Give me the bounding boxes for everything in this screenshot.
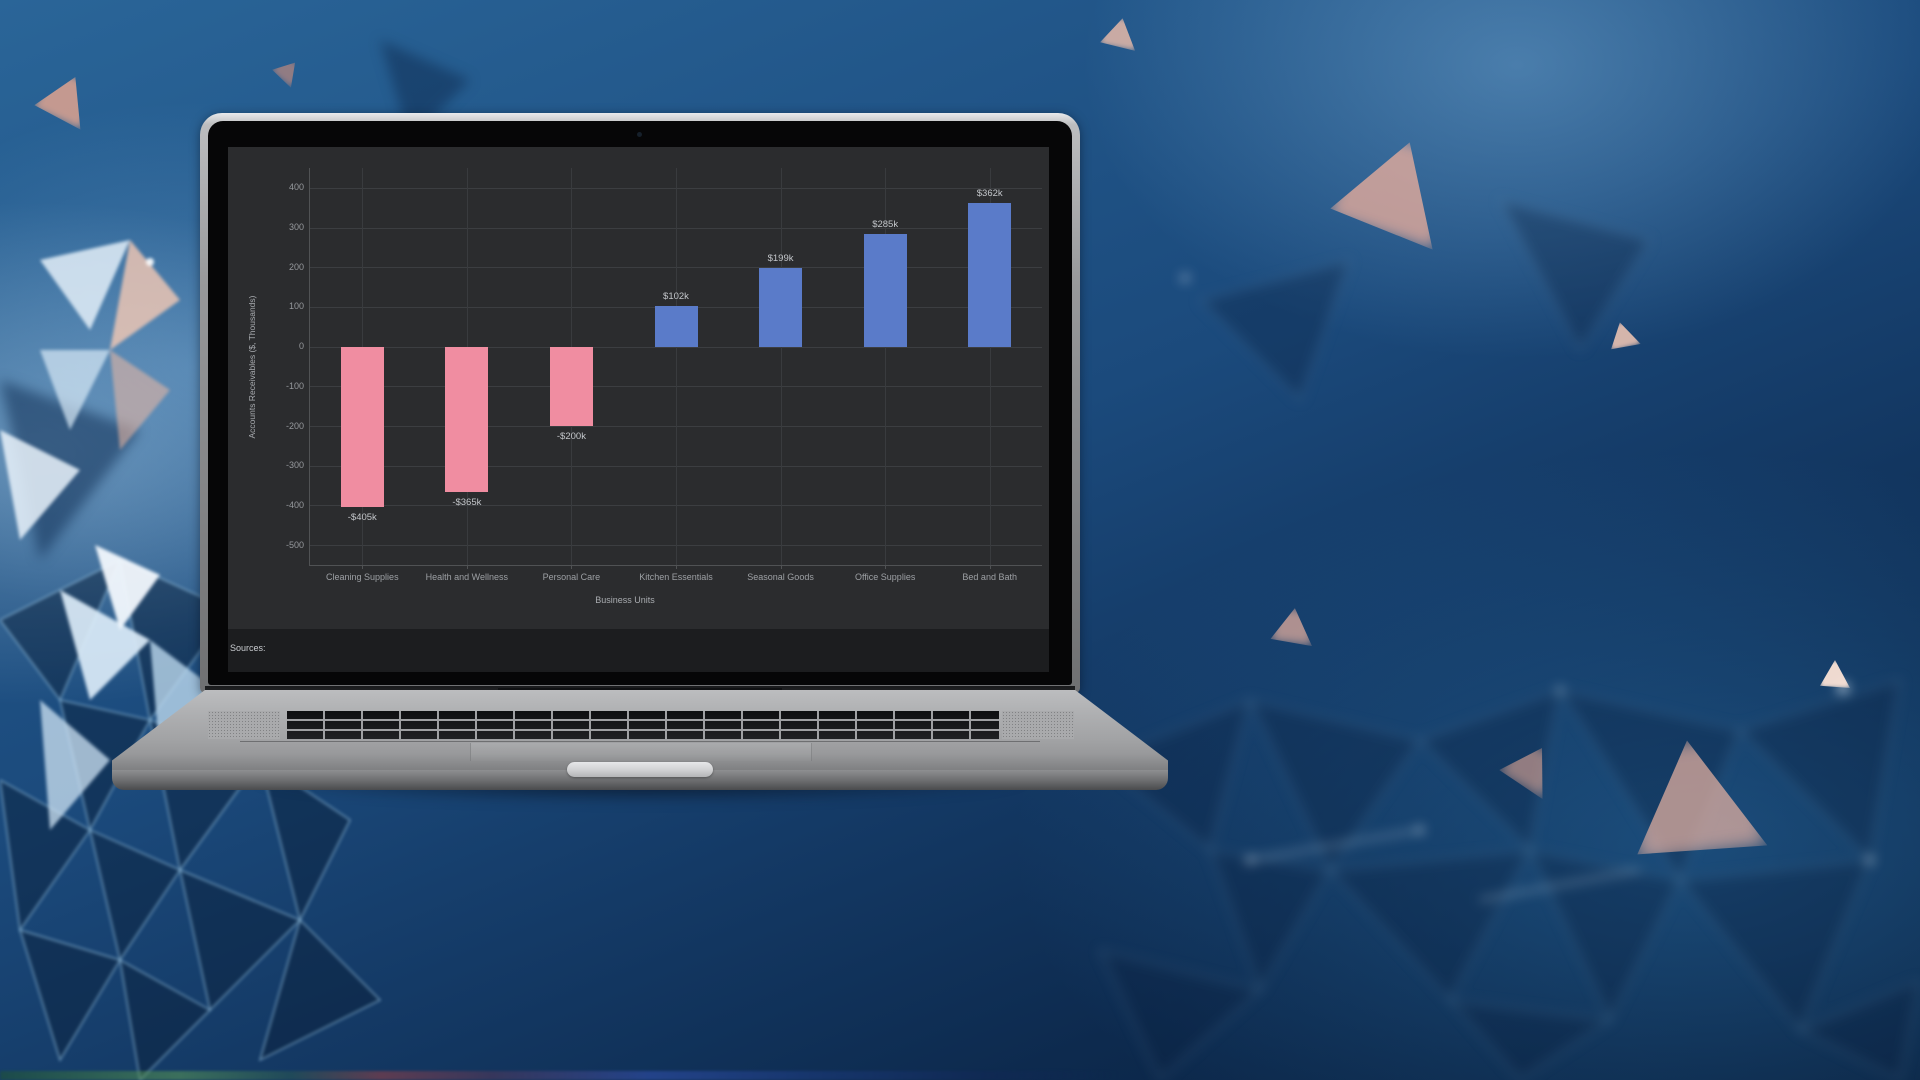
bar-value-label: $362k: [976, 187, 1003, 199]
y-tick-label: -100: [285, 380, 304, 391]
speaker-grille-right: [1002, 711, 1074, 739]
bar-chart: Accounts Receivables ($, Thousands) 400 3…: [228, 147, 1049, 629]
x-tick-mark: [571, 565, 573, 569]
x-tick-label: Office Supplies: [854, 572, 916, 582]
background-color-strip: [0, 1071, 1120, 1080]
bar-value-label: $199k: [767, 252, 794, 264]
x-tick-mark: [780, 565, 782, 569]
y-tick-label: 0: [298, 341, 304, 352]
sources-label: Sources:: [230, 643, 266, 653]
laptop-front-edge: [112, 770, 1168, 790]
y-tick-label: -200: [285, 420, 304, 431]
y-tick-label: 400: [288, 182, 304, 193]
bar: [968, 202, 1012, 347]
y-tick-label: -300: [285, 460, 304, 471]
bar-value-label: $102k: [663, 291, 689, 303]
laptop-trackpad: [470, 743, 812, 761]
bar: [759, 267, 803, 347]
y-tick-label: 300: [288, 222, 304, 233]
y-tick-label: 100: [288, 301, 304, 312]
bar: [340, 346, 384, 508]
x-tick-label: Personal Care: [542, 572, 601, 582]
x-tick-mark: [676, 565, 677, 569]
bar: [549, 346, 593, 427]
x-tick-mark: [466, 565, 468, 569]
x-tick-label: Bed and Bath: [962, 572, 1017, 582]
bar: [654, 306, 698, 347]
bar: [445, 346, 489, 492]
bar-value-label: -$405k: [347, 512, 377, 524]
x-axis-title: Business Units: [595, 595, 655, 605]
laptop-keyboard: [287, 711, 999, 740]
keyboard-divider: [240, 741, 1040, 742]
x-tick-mark: [989, 565, 991, 569]
webcam-icon: [637, 132, 642, 137]
bar-value-label: -$200k: [556, 431, 586, 443]
bar-value-label: -$365k: [452, 496, 482, 508]
x-tick-label: Health and Wellness: [425, 572, 509, 582]
y-axis-title: Accounts Receivables ($, Thousands): [247, 295, 257, 439]
gridline-vertical: [885, 168, 887, 565]
y-tick-label: -400: [285, 499, 304, 510]
plot-area: 400 300 200 100 0 -100 -200 -300 -400 -500 Cleanin…: [286, 168, 1042, 582]
x-tick-label: Kitchen Essentials: [639, 572, 713, 582]
bar: [863, 233, 907, 347]
laptop-screen-content: Accounts Receivables ($, Thousands) 400 3…: [228, 147, 1049, 672]
gridline-vertical: [780, 168, 782, 565]
y-tick-label: -500: [285, 539, 304, 550]
speaker-grille-left: [208, 711, 280, 739]
x-tick-mark: [362, 565, 364, 569]
gridline-vertical: [676, 168, 677, 565]
gridline-vertical: [989, 168, 991, 565]
x-tick-label: Seasonal Goods: [747, 572, 814, 582]
bar-value-label: $285k: [872, 218, 899, 230]
laptop-thumb-notch: [567, 762, 713, 777]
x-tick-mark: [885, 565, 887, 569]
sources-strip: Sources:: [228, 629, 1049, 672]
y-tick-label: 200: [288, 261, 304, 272]
x-tick-label: Cleaning Supplies: [326, 572, 399, 582]
